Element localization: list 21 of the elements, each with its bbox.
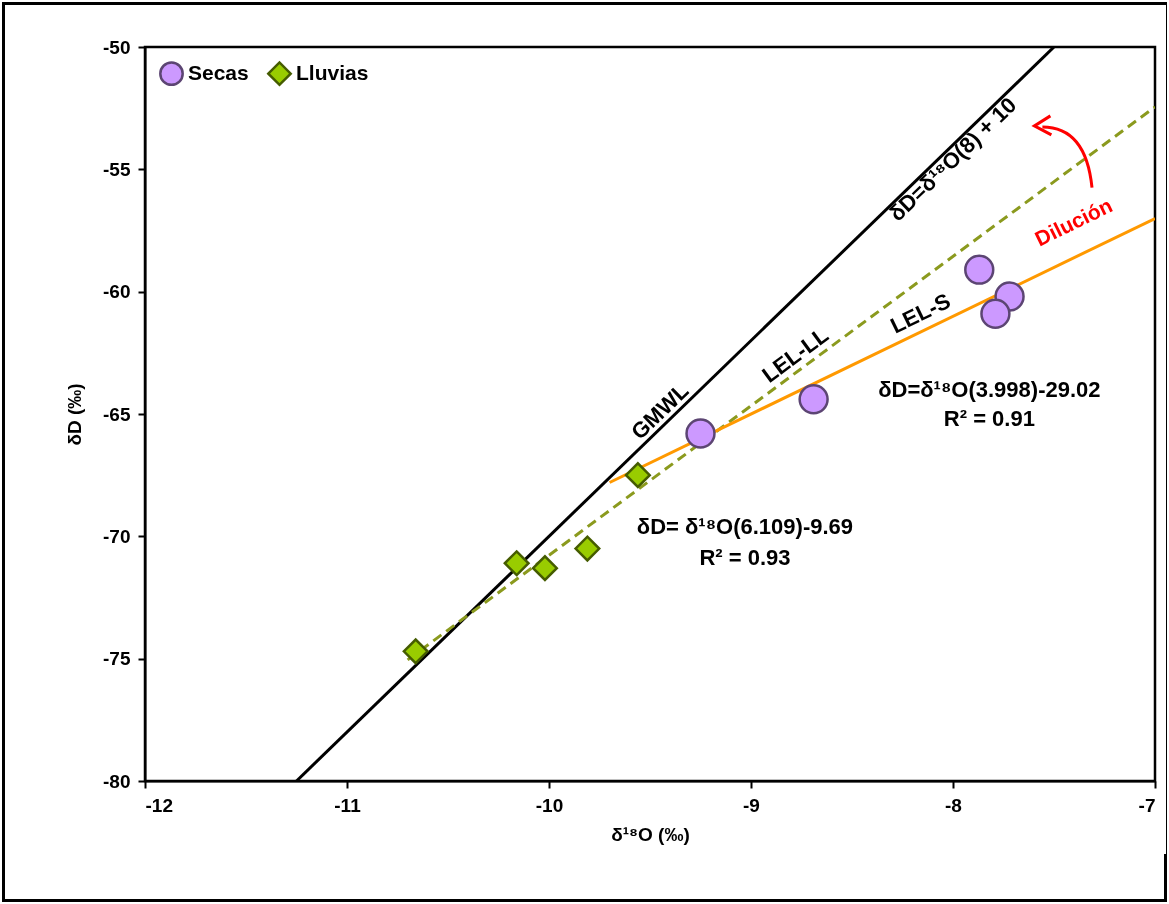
annotation: δD= δ¹⁸O(6.109)-9.69 bbox=[636, 513, 854, 539]
annotation: R² = 0.91 bbox=[943, 405, 1035, 431]
x-tick-label: -8 bbox=[945, 794, 962, 816]
x-tick-label: -9 bbox=[743, 794, 760, 816]
y-axis-title: δD (‰) bbox=[64, 383, 86, 446]
y-tick-label: -50 bbox=[103, 36, 131, 58]
y-tick-label: -65 bbox=[103, 403, 131, 425]
annotation: δD=δ¹⁸O(3.998)-29.02 bbox=[878, 376, 1101, 402]
y-tick-label: -80 bbox=[103, 770, 131, 792]
x-axis-title: δ¹⁸O (‰) bbox=[611, 823, 690, 845]
annotation: R² = 0.93 bbox=[699, 545, 791, 571]
y-tick-label: -70 bbox=[103, 525, 131, 547]
y-tick-label: -55 bbox=[103, 158, 131, 180]
x-tick-label: -11 bbox=[334, 794, 362, 816]
y-tick-label: -75 bbox=[103, 648, 131, 670]
x-tick-label: -10 bbox=[535, 794, 564, 816]
legend-label: Lluvias bbox=[296, 60, 369, 84]
y-tick-label: -60 bbox=[103, 281, 131, 303]
x-tick-label: -7 bbox=[1138, 794, 1156, 816]
x-tick-label: -12 bbox=[145, 794, 173, 816]
legend-label: Secas bbox=[188, 60, 249, 84]
